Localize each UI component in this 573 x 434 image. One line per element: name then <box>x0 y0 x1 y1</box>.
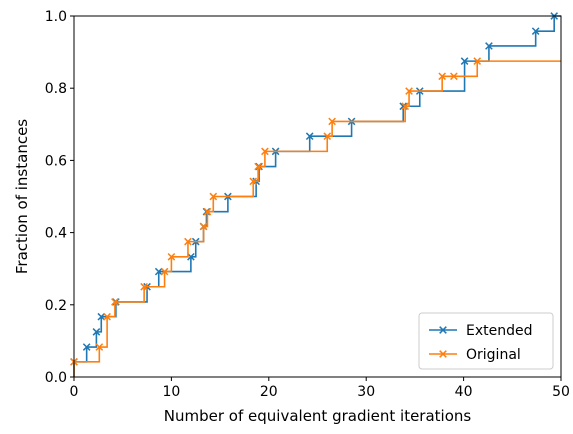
x-tick-label: 40 <box>455 384 473 400</box>
plot-frame <box>73 15 562 378</box>
data-point <box>95 343 104 351</box>
series-line <box>73 60 561 377</box>
data-point <box>154 267 163 276</box>
series-original <box>70 57 561 377</box>
data-point <box>450 72 458 81</box>
data-point <box>111 298 119 306</box>
y-tick-label: 0.2 <box>45 298 67 314</box>
data-point <box>460 57 469 65</box>
legend-label: Original <box>466 347 521 363</box>
data-point <box>82 343 91 351</box>
data-point <box>140 282 148 291</box>
data-point <box>485 42 493 50</box>
data-point <box>103 312 111 321</box>
data-point <box>323 132 332 141</box>
x-axis-label: Number of equivalent gradient iterations <box>164 407 472 425</box>
data-point <box>160 267 169 276</box>
x-axis: 0 10 20 30 40 50 <box>70 377 570 400</box>
data-point <box>261 147 269 156</box>
data-point <box>249 177 258 186</box>
data-point <box>473 57 482 65</box>
data-point <box>254 162 262 171</box>
data-point <box>328 117 336 126</box>
data-point <box>209 192 218 201</box>
data-point <box>199 222 208 231</box>
y-axis: 0.0 0.2 0.4 0.6 0.8 1.0 <box>45 9 74 386</box>
x-tick-label: 30 <box>357 384 375 400</box>
y-tick-label: 0.6 <box>45 153 67 169</box>
data-point <box>167 252 176 261</box>
x-tick-label: 0 <box>70 384 79 400</box>
data-point <box>401 102 409 111</box>
legend-item-extended: Extended <box>429 323 533 339</box>
data-point <box>305 132 314 141</box>
legend-marker <box>439 326 447 334</box>
x-tick-label: 10 <box>162 384 180 400</box>
data-point <box>405 87 413 95</box>
legend-item-original: Original <box>429 347 521 363</box>
y-tick-label: 0.8 <box>45 81 67 97</box>
legend-label: Extended <box>466 323 533 339</box>
legend-marker <box>439 350 447 358</box>
data-point <box>203 207 212 216</box>
legend-box <box>418 312 554 370</box>
legend: Extended Original <box>418 312 554 370</box>
data-point <box>184 237 192 246</box>
y-axis-label: Fraction of instances <box>13 119 31 274</box>
data-point <box>438 72 447 81</box>
data-point <box>92 328 101 336</box>
x-tick-label: 50 <box>552 384 570 400</box>
y-tick-label: 0.0 <box>45 370 67 386</box>
data-point <box>97 312 106 321</box>
y-tick-label: 1.0 <box>45 9 67 25</box>
series-layer <box>70 12 561 377</box>
data-point <box>531 27 540 35</box>
y-tick-label: 0.4 <box>45 226 67 242</box>
x-tick-label: 20 <box>260 384 278 400</box>
